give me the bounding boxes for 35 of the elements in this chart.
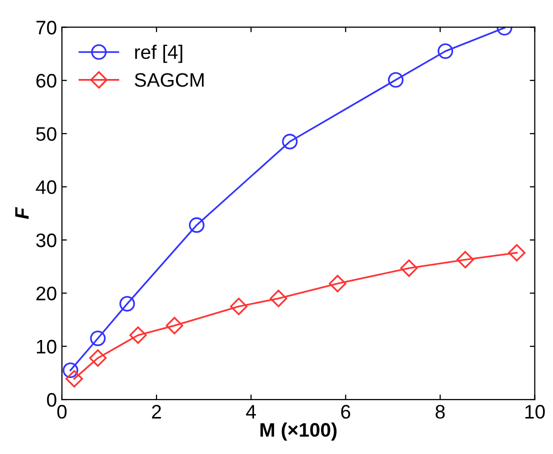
x-tick-label: 2 xyxy=(152,404,161,418)
x-tick-label: 4 xyxy=(246,405,256,418)
x-tick-label: 6 xyxy=(341,404,350,419)
y-tick-label: 0 xyxy=(47,392,56,407)
x-tick-label: 8 xyxy=(436,404,445,419)
y-tick-label: 30 xyxy=(36,233,56,248)
point xyxy=(90,330,106,346)
legend-label: ref [4] xyxy=(135,44,182,63)
y-tick-label: 40 xyxy=(36,180,56,194)
y-axis-title: F xyxy=(15,207,29,219)
y-tick-label: 50 xyxy=(36,127,56,141)
legend-label: SAGCM xyxy=(134,73,204,87)
point xyxy=(400,259,418,277)
point xyxy=(188,217,204,233)
point xyxy=(89,349,107,367)
point xyxy=(66,370,83,388)
x-tick-label: 10 xyxy=(525,404,545,419)
point xyxy=(270,290,288,308)
point xyxy=(388,72,404,88)
x-axis-title: M (×100) xyxy=(260,422,337,441)
point xyxy=(129,326,147,344)
point xyxy=(62,362,78,378)
point xyxy=(508,244,526,262)
point xyxy=(166,316,184,334)
y-tick-label: 20 xyxy=(36,286,56,300)
y-tick-label: 60 xyxy=(36,74,56,88)
y-tick-label: 70 xyxy=(36,20,56,34)
point xyxy=(230,298,248,316)
y-tick-label: 10 xyxy=(36,340,56,354)
point xyxy=(456,250,474,268)
point xyxy=(328,274,346,292)
point xyxy=(119,296,135,312)
point xyxy=(438,43,454,59)
point xyxy=(282,134,298,150)
x-tick-label: 0 xyxy=(57,404,67,419)
